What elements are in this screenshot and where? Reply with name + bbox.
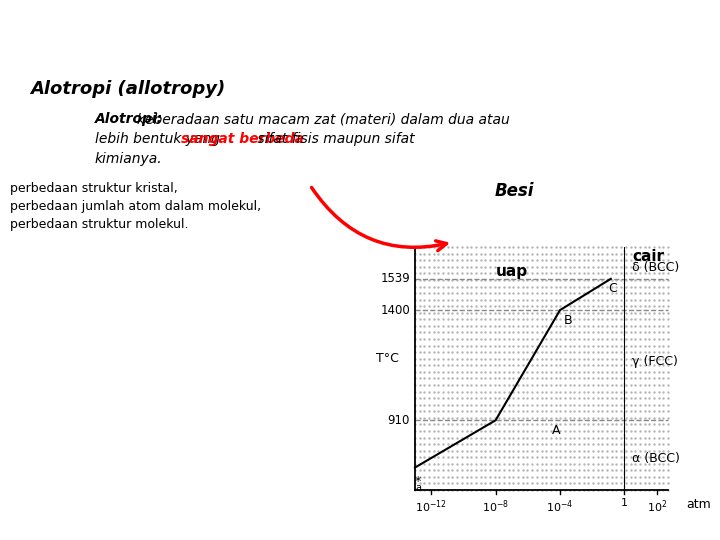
Text: 1539: 1539	[380, 272, 410, 285]
FancyArrowPatch shape	[312, 187, 446, 251]
Text: cair: cair	[633, 248, 665, 264]
Text: 910: 910	[387, 414, 410, 427]
Text: keberadaan satu macam zat (materi) dalam dua atau: keberadaan satu macam zat (materi) dalam…	[137, 112, 510, 126]
Text: γ (FCC): γ (FCC)	[632, 355, 678, 368]
Text: Alotropi:: Alotropi:	[95, 112, 163, 126]
Text: α (BCC): α (BCC)	[632, 452, 680, 465]
Text: atm: atm	[686, 498, 711, 511]
Text: perbedaan jumlah atom dalam molekul,: perbedaan jumlah atom dalam molekul,	[10, 200, 261, 213]
Text: perbedaan struktur kristal,: perbedaan struktur kristal,	[10, 182, 178, 195]
Text: Diagram Keseimbangan,: Diagram Keseimbangan,	[13, 13, 339, 37]
Text: T°C: T°C	[376, 352, 398, 365]
Text: 1: 1	[621, 498, 628, 508]
Text: 10$^{-4}$: 10$^{-4}$	[546, 498, 574, 515]
Text: 10$^{-12}$: 10$^{-12}$	[415, 498, 447, 515]
Text: a: a	[415, 483, 421, 493]
Text: Sistem Komponen Tunggal: Sistem Komponen Tunggal	[215, 17, 440, 32]
Text: A: A	[552, 424, 560, 437]
Text: 10$^{2}$: 10$^{2}$	[647, 498, 667, 515]
Text: kimianya.: kimianya.	[95, 152, 163, 166]
Text: B: B	[563, 314, 572, 327]
Text: perbedaan struktur molekul.: perbedaan struktur molekul.	[10, 218, 189, 231]
Text: lebih bentuk yang: lebih bentuk yang	[95, 132, 225, 146]
Text: Besi: Besi	[495, 182, 534, 200]
Text: 1400: 1400	[380, 303, 410, 316]
Text: 10$^{-8}$: 10$^{-8}$	[482, 498, 509, 515]
Text: *: *	[415, 475, 421, 488]
Text: sifat fisis maupun sifat: sifat fisis maupun sifat	[253, 132, 415, 146]
Text: C: C	[608, 282, 617, 295]
Text: Alotropi (allotropy): Alotropi (allotropy)	[30, 80, 225, 98]
Text: δ (BCC): δ (BCC)	[632, 261, 680, 274]
Text: sangat berbeda: sangat berbeda	[181, 132, 304, 146]
Text: uap: uap	[495, 265, 528, 279]
